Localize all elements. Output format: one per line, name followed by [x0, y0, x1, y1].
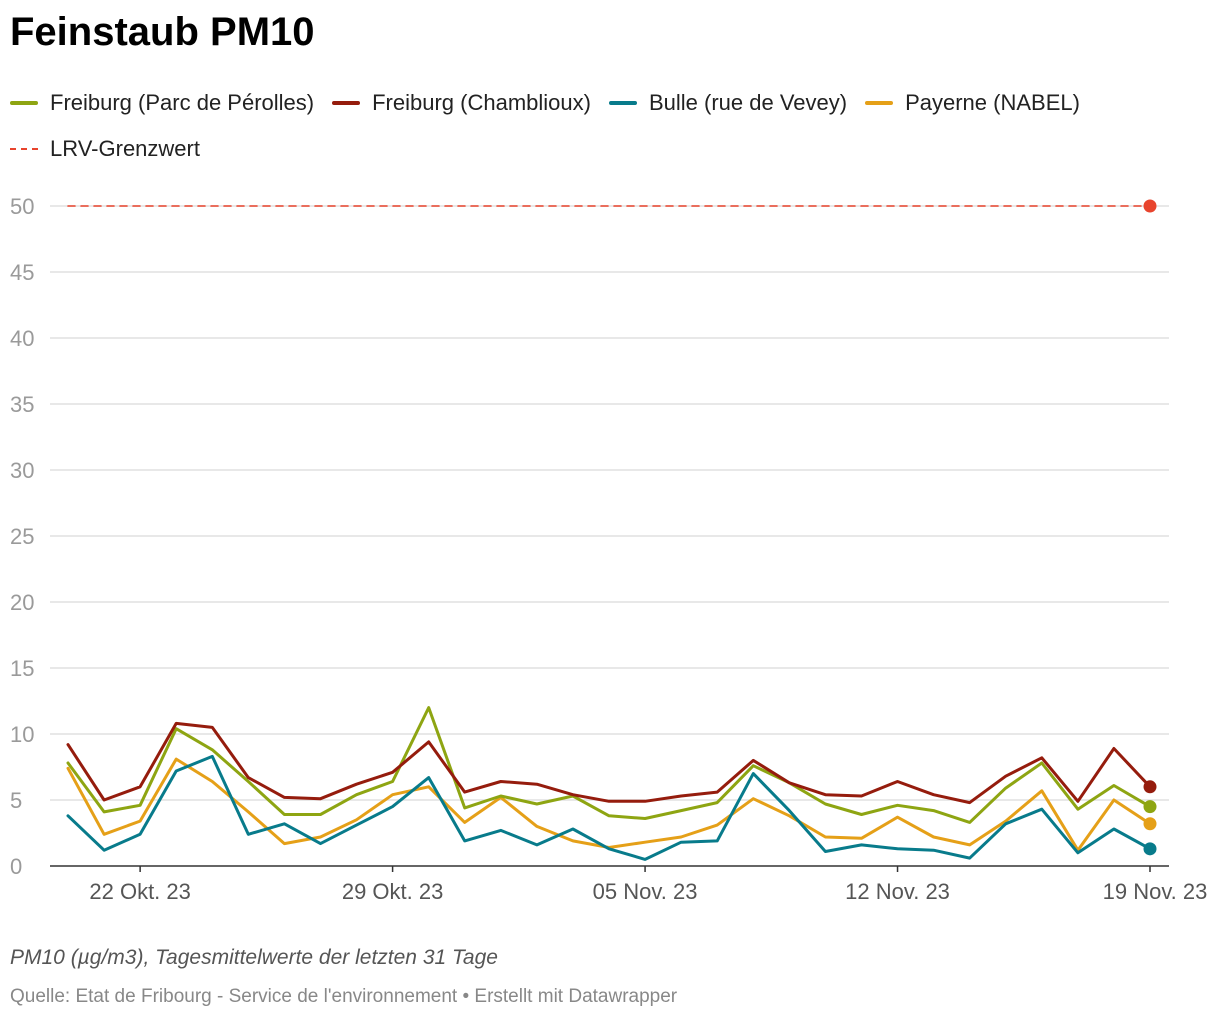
series-line-1: [66, 721, 1152, 805]
chart-source: Quelle: Etat de Fribourg - Service de l'…: [10, 986, 678, 1007]
legend-swatch-payerne: [865, 101, 894, 105]
series-end-point-2: [1143, 842, 1157, 856]
y-tick-label-15: 15: [10, 656, 34, 681]
series-end-point-4: [1143, 199, 1157, 213]
x-tick-label-1: 29 Okt. 23: [342, 879, 444, 904]
chart-note: PM10 (µg/m3), Tagesmittelwerte der letzt…: [10, 946, 498, 969]
series-end-point-1: [1143, 780, 1157, 794]
legend-label-chamblioux: Freiburg (Chamblioux): [372, 90, 591, 115]
series-end-point-0: [1143, 800, 1157, 814]
y-tick-label-5: 5: [10, 788, 22, 813]
legend-swatch-perolles: [10, 101, 38, 105]
legend-swatch-chamblioux: [332, 101, 361, 105]
legend-item-perolles: Freiburg (Parc de Pérolles): [10, 90, 314, 116]
y-tick-label-0: 0: [10, 854, 22, 879]
series-line-0: [66, 706, 1152, 824]
y-tick-label-30: 30: [10, 458, 34, 483]
x-tick-label-4: 19 Nov. 23: [1103, 879, 1208, 904]
legend-row-1: Freiburg (Parc de Pérolles) Freiburg (Ch…: [10, 86, 1210, 120]
chart-title: Feinstaub PM10: [10, 10, 315, 54]
legend-item-payerne: Payerne (NABEL): [865, 90, 1080, 116]
line-chart: 0 5 10 15 20 25 30 35 40 45 50 22 Okt. 23 29 Okt. 23…: [10, 194, 1208, 904]
legend-swatch-bulle: [608, 101, 637, 105]
y-tick-label-10: 10: [10, 722, 34, 747]
y-tick-label-40: 40: [10, 326, 34, 351]
x-tick-label-2: 05 Nov. 23: [593, 879, 698, 904]
chart-legend: Freiburg (Parc de Pérolles) Freiburg (Ch…: [10, 86, 1210, 178]
y-tick-label-35: 35: [10, 392, 34, 417]
legend-item-bulle: Bulle (rue de Vevey): [608, 90, 848, 116]
legend-label-bulle: Bulle (rue de Vevey): [648, 90, 848, 115]
legend-item-grenzwert: LRV-Grenzwert: [10, 136, 200, 162]
y-tick-label-50: 50: [10, 194, 34, 219]
series-end-point-3: [1143, 817, 1157, 831]
series-line-2: [66, 754, 1152, 861]
legend-row-2: LRV-Grenzwert: [10, 132, 1210, 166]
x-tick-label-0: 22 Okt. 23: [89, 879, 191, 904]
legend-item-chamblioux: Freiburg (Chamblioux): [332, 90, 591, 116]
legend-swatch-grenzwert: [10, 148, 38, 150]
y-tick-label-20: 20: [10, 590, 34, 615]
legend-label-perolles: Freiburg (Parc de Pérolles): [50, 90, 315, 115]
legend-label-payerne: Payerne (NABEL): [905, 90, 1080, 115]
y-tick-label-45: 45: [10, 260, 34, 285]
legend-label-grenzwert: LRV-Grenzwert: [50, 136, 200, 161]
x-tick-label-3: 12 Nov. 23: [845, 879, 950, 904]
y-tick-label-25: 25: [10, 524, 34, 549]
